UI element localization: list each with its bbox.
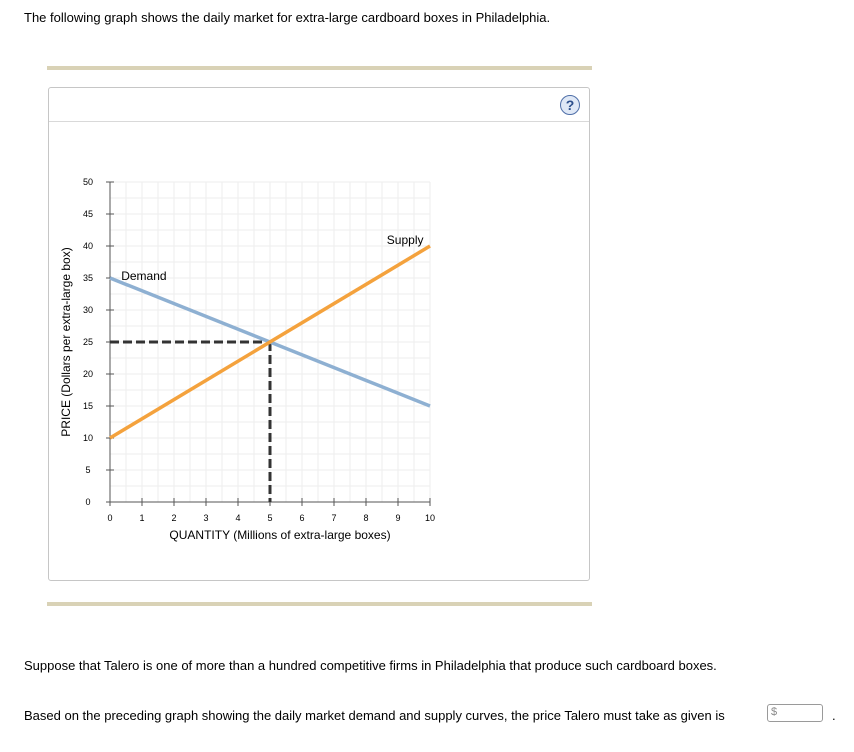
graph-panel: ? bbox=[48, 87, 590, 581]
y-tick-label: 15 bbox=[83, 401, 93, 411]
chart-labels: Demand Supply QUANTITY (Millions of extra-… bbox=[59, 233, 424, 542]
x-tick-label: 7 bbox=[331, 513, 336, 523]
equilibrium-guides bbox=[110, 340, 272, 502]
question-text-2: Based on the preceding graph showing the… bbox=[24, 708, 725, 723]
y-tick-label: 25 bbox=[83, 337, 93, 347]
help-icon[interactable]: ? bbox=[560, 95, 580, 115]
y-tick-label: 20 bbox=[83, 369, 93, 379]
top-divider bbox=[47, 66, 592, 70]
intro-text: The following graph shows the daily mark… bbox=[24, 10, 551, 25]
supply-label: Supply bbox=[387, 233, 424, 247]
chart-series bbox=[109, 244, 431, 440]
y-tick-label: 50 bbox=[83, 177, 93, 187]
price-answer-field[interactable]: $ bbox=[767, 704, 823, 722]
x-tick-label: 9 bbox=[395, 513, 400, 523]
question-text-1: Suppose that Talero is one of more than … bbox=[24, 658, 717, 673]
x-axis-title: QUANTITY (Millions of extra-large boxes) bbox=[169, 528, 390, 542]
y-tick-label: 0 bbox=[85, 497, 90, 507]
y-tick-label: 40 bbox=[83, 241, 93, 251]
x-tick-label: 2 bbox=[171, 513, 176, 523]
sentence-period: . bbox=[832, 708, 836, 723]
x-tick-label: 4 bbox=[235, 513, 240, 523]
demand-label: Demand bbox=[121, 269, 166, 283]
x-tick-label: 10 bbox=[425, 513, 435, 523]
panel-header: ? bbox=[49, 88, 589, 122]
y-tick-label: 10 bbox=[83, 433, 93, 443]
bottom-divider bbox=[47, 602, 592, 606]
currency-symbol: $ bbox=[771, 706, 778, 718]
y-tick-label: 30 bbox=[83, 305, 93, 315]
x-tick-label: 6 bbox=[299, 513, 304, 523]
price-input[interactable] bbox=[780, 705, 820, 721]
x-tick-label: 8 bbox=[363, 513, 368, 523]
y-tick-label: 5 bbox=[85, 465, 90, 475]
x-tick-label: 0 bbox=[107, 513, 112, 523]
x-tick-label: 3 bbox=[203, 513, 208, 523]
x-tick-label: 1 bbox=[139, 513, 144, 523]
y-tick-label: 45 bbox=[83, 209, 93, 219]
y-axis-title: PRICE (Dollars per extra-large box) bbox=[59, 247, 73, 436]
x-tick-label: 5 bbox=[267, 513, 272, 523]
y-tick-label: 35 bbox=[83, 273, 93, 283]
supply-curve bbox=[109, 244, 431, 440]
